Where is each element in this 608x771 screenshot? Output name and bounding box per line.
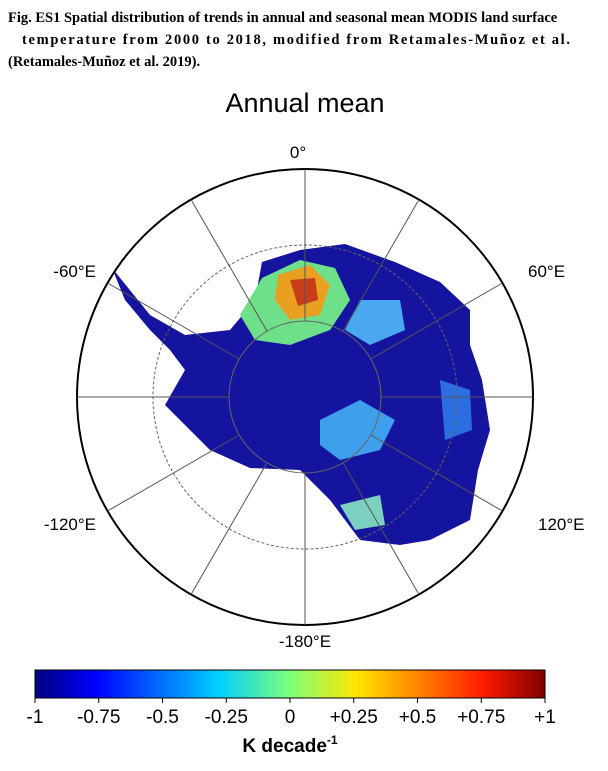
meridians (77, 169, 533, 625)
colorbar-tick-label: -0.75 (77, 707, 120, 728)
colorbar-tick-label: +0.25 (330, 707, 378, 728)
meridian (190, 199, 268, 332)
meridian (342, 462, 420, 595)
longitude-label: 60°E (528, 262, 565, 281)
map (112, 244, 490, 545)
colorbar-tick-label: 0 (285, 707, 296, 728)
colorbar-tick-label: -0.25 (205, 707, 248, 728)
colorbar-exponent: -1 (327, 733, 338, 747)
colorbar-label: K decade-1 (242, 733, 337, 757)
colorbar-tick-label: +0.5 (399, 707, 437, 728)
map-title: Annual mean (225, 88, 384, 118)
meridian (342, 199, 420, 332)
light-patch (345, 300, 405, 345)
light-patch (320, 400, 395, 460)
caption-line: temperature from 2000 to 2018, modified … (22, 32, 570, 48)
longitude-label: 0° (290, 143, 306, 162)
colorbar-tick-label: -0.5 (146, 707, 179, 728)
warm-core (290, 278, 318, 306)
light-patch (340, 495, 385, 530)
colorbar-ticks: -1 -0.75 -0.5 -0.25 0 +0.25 +0.5 +0.75 +1 (27, 698, 556, 728)
caption-line: (Retamales-Muñoz et al. 2019). (8, 54, 200, 70)
colorbar-tick-label: -1 (27, 707, 44, 728)
meridian (107, 282, 240, 360)
longitude-label: -120°E (44, 515, 96, 534)
meridian (370, 434, 503, 512)
colorbar-unit: K decade (242, 736, 326, 757)
longitude-label: -60°E (53, 262, 96, 281)
longitude-label: 120°E (538, 515, 585, 534)
colorbar-tick-label: +0.75 (457, 707, 505, 728)
longitude-label: -180°E (279, 632, 331, 651)
colorbar-tick-label: +1 (534, 707, 556, 728)
meridian (370, 282, 503, 360)
light-patch (440, 380, 472, 440)
caption-line: Fig. ES1 Spatial distribution of trends … (8, 10, 558, 26)
meridian (190, 462, 268, 595)
colorbar (34, 669, 546, 699)
meridian (107, 434, 240, 512)
